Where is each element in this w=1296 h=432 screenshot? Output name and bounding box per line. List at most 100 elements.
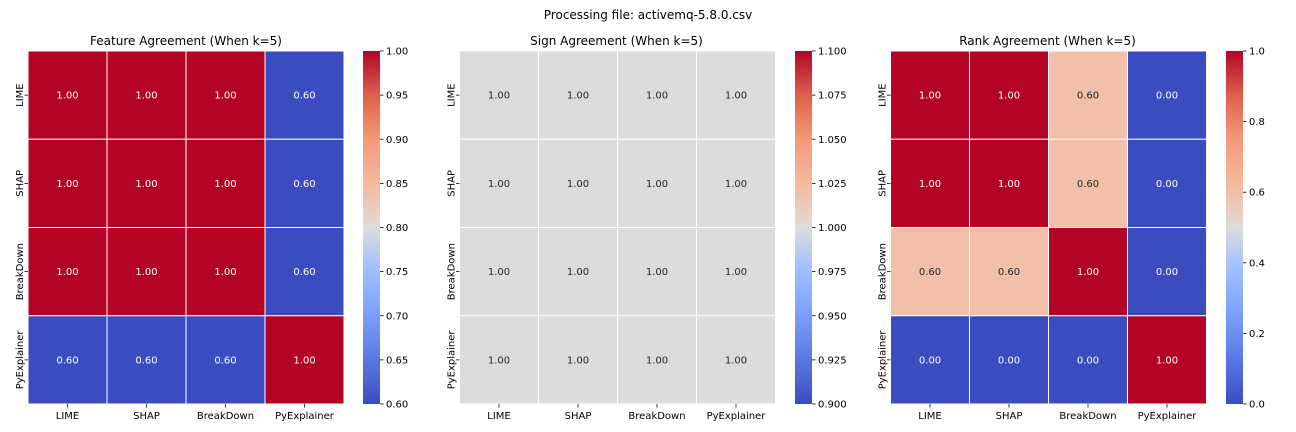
cell-annotation: 1.00 xyxy=(919,91,941,102)
y-tick-labels: LIME SHAP BreakDown PyExplainer xyxy=(878,83,891,389)
y-tick-label: LIME xyxy=(878,83,889,106)
colorbar-tick-label: 0.80 xyxy=(386,223,408,234)
heatmap-cell xyxy=(1127,50,1207,140)
heatmap-cells xyxy=(27,50,345,405)
x-tick-label: PyExplainer xyxy=(707,411,767,422)
heatmap-cell xyxy=(264,227,345,317)
cell-annotation: 1.00 xyxy=(488,355,510,366)
colorbar-tick-label: 0.60 xyxy=(386,400,408,411)
colorbar-gradient xyxy=(795,51,812,404)
heatmap-cell xyxy=(538,50,618,140)
cell-annotation: 1.00 xyxy=(488,267,510,278)
cell-annotation: 1.00 xyxy=(725,355,747,366)
x-tick-label: SHAP xyxy=(133,411,160,422)
cell-annotation: 1.00 xyxy=(56,91,78,102)
heatmap-annotations: 1.00 1.00 0.60 0.00 1.00 1.00 0.60 0.00 0.60 0.60… xyxy=(919,91,1178,367)
heatmap-cell xyxy=(696,50,776,140)
colorbar-tick-label: 0.70 xyxy=(386,311,408,322)
cell-annotation: 1.00 xyxy=(567,267,589,278)
cell-annotation: 1.00 xyxy=(725,91,747,102)
cell-annotation: 1.00 xyxy=(214,267,236,278)
y-tick-label: BreakDown xyxy=(15,243,26,300)
heatmap-cell xyxy=(27,50,108,140)
y-tick-label: BreakDown xyxy=(878,243,889,300)
cell-annotation: 1.00 xyxy=(135,91,157,102)
heatmap-cell xyxy=(969,138,1049,228)
heatmap-cell xyxy=(538,138,618,228)
heatmap-panel-rank-agreement: Rank Agreement (When k=5) 1.00 1.00 0.60 0.… xyxy=(878,34,1265,422)
x-tick-label: BreakDown xyxy=(1059,411,1116,422)
heatmap-cell xyxy=(617,138,697,228)
heatmap-cell xyxy=(890,315,970,405)
cell-annotation: 1.00 xyxy=(56,267,78,278)
y-tick-label: LIME xyxy=(447,83,458,106)
y-tick-label: SHAP xyxy=(447,170,458,197)
y-tick-labels: LIME SHAP BreakDown PyExplainer xyxy=(447,83,460,389)
heatmap-cell xyxy=(106,227,187,317)
x-tick-label: LIME xyxy=(487,411,510,422)
panel-title: Rank Agreement (When k=5) xyxy=(959,34,1136,48)
heatmap-cells xyxy=(890,50,1207,405)
cell-annotation: 0.60 xyxy=(1077,91,1099,102)
cell-annotation: 0.60 xyxy=(1077,179,1099,190)
heatmap-cell xyxy=(106,315,187,405)
colorbar-tick-label: 0.900 xyxy=(818,400,847,411)
x-tick-label: SHAP xyxy=(565,411,592,422)
y-tick-label: PyExplainer xyxy=(15,330,26,390)
cell-annotation: 1.00 xyxy=(919,179,941,190)
x-tick-label: SHAP xyxy=(996,411,1023,422)
cell-annotation: 0.60 xyxy=(56,355,78,366)
heatmap-cell xyxy=(27,315,108,405)
colorbar-gradient xyxy=(363,51,380,404)
cell-annotation: 1.00 xyxy=(567,91,589,102)
heatmap-cell xyxy=(969,50,1049,140)
cell-annotation: 0.00 xyxy=(1156,267,1178,278)
cell-annotation: 0.00 xyxy=(1077,355,1099,366)
colorbar-tick-label: 0.0 xyxy=(1249,400,1265,411)
cell-annotation: 1.00 xyxy=(998,179,1020,190)
cell-annotation: 0.60 xyxy=(919,267,941,278)
cell-annotation: 0.00 xyxy=(998,355,1020,366)
colorbar-tick-label: 1.025 xyxy=(818,179,847,190)
x-tick-label: BreakDown xyxy=(628,411,685,422)
heatmap-cell xyxy=(538,315,618,405)
cell-annotation: 0.60 xyxy=(293,179,315,190)
cell-annotation: 1.00 xyxy=(725,267,747,278)
y-tick-label: LIME xyxy=(15,83,26,106)
heatmap-cell xyxy=(969,315,1049,405)
y-tick-label: BreakDown xyxy=(447,243,458,300)
cell-annotation: 1.00 xyxy=(646,179,668,190)
cell-annotation: 1.00 xyxy=(488,179,510,190)
colorbar-ticks: 0.0 0.2 0.4 0.6 0.8 1.0 xyxy=(1243,47,1265,411)
colorbar-gradient xyxy=(1226,51,1243,404)
heatmap-cell xyxy=(1048,50,1128,140)
cell-annotation: 0.60 xyxy=(135,355,157,366)
heatmap-cell xyxy=(1048,227,1128,317)
heatmap-cell xyxy=(1048,315,1128,405)
x-tick-labels: LIME SHAP BreakDown PyExplainer xyxy=(56,404,335,422)
cell-annotation: 1.00 xyxy=(567,179,589,190)
colorbar-tick-label: 1.0 xyxy=(1249,47,1265,58)
heatmap-cell xyxy=(617,315,697,405)
x-tick-label: PyExplainer xyxy=(1138,411,1198,422)
heatmap-cell xyxy=(264,50,345,140)
y-tick-label: PyExplainer xyxy=(447,330,458,390)
cell-annotation: 1.00 xyxy=(135,179,157,190)
heatmap-panel-sign-agreement: Sign Agreement (When k=5) 1.00 1.00 1.00 1.… xyxy=(447,34,847,422)
x-tick-label: PyExplainer xyxy=(275,411,335,422)
panel-title: Sign Agreement (When k=5) xyxy=(530,34,703,48)
heatmap-annotations: 1.00 1.00 1.00 1.00 1.00 1.00 1.00 1.00 1.00 1.00… xyxy=(488,91,747,367)
colorbar-tick-label: 1.00 xyxy=(386,47,408,58)
cell-annotation: 0.00 xyxy=(1156,179,1178,190)
colorbar-tick-label: 0.6 xyxy=(1249,188,1265,199)
panel-title: Feature Agreement (When k=5) xyxy=(90,34,282,48)
cell-annotation: 1.00 xyxy=(646,355,668,366)
colorbar-tick-label: 0.65 xyxy=(386,355,408,366)
heatmap-cell xyxy=(106,138,187,228)
colorbar-tick-label: 1.000 xyxy=(818,223,847,234)
y-tick-labels: LIME SHAP BreakDown PyExplainer xyxy=(15,83,28,389)
heatmap-cell xyxy=(264,315,345,405)
cell-annotation: 1.00 xyxy=(214,179,236,190)
heatmap-cell xyxy=(459,227,539,317)
heatmap-cell xyxy=(1127,315,1207,405)
